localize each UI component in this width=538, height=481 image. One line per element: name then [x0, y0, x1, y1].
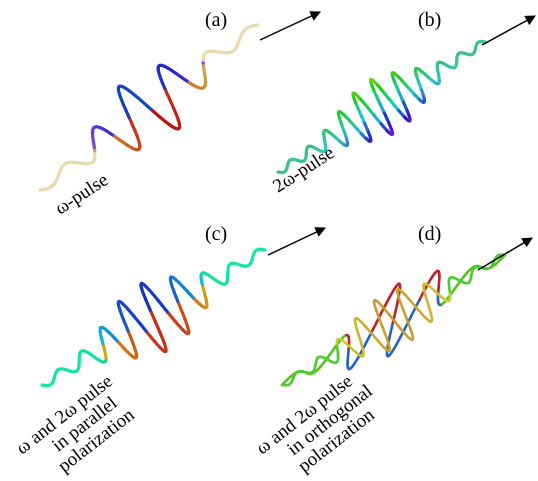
wave-segment	[403, 293, 412, 302]
wave-segment	[361, 118, 369, 132]
caption: ω-pulse	[51, 169, 112, 219]
caption: 2ω-pulse	[269, 142, 338, 197]
wave-segment	[153, 319, 162, 334]
wave-segment	[382, 91, 394, 104]
wave-segment	[144, 298, 152, 312]
wave-segment	[366, 327, 375, 337]
wave-segment	[146, 287, 157, 298]
wave-segment	[361, 321, 369, 331]
wave-segment	[402, 309, 409, 321]
wave-segment	[377, 316, 384, 328]
wave-segment	[376, 83, 386, 95]
wave-segment	[386, 119, 393, 131]
arrow	[481, 15, 536, 46]
wave-segment	[414, 305, 423, 315]
wave-segment	[400, 98, 408, 111]
wave-segment	[390, 315, 400, 327]
caption-block: ω and 2ω pulse in orthogonal polarizatio…	[252, 371, 379, 477]
wave-segment	[148, 308, 157, 323]
wave-segment	[158, 330, 166, 343]
wave-segment	[357, 109, 366, 123]
wave-segment	[405, 318, 412, 330]
panel-label: (b)	[418, 9, 441, 31]
panel-label: (d)	[418, 223, 441, 245]
wave-segment	[160, 303, 171, 316]
wave-segment	[126, 329, 134, 342]
wave-segment	[358, 97, 369, 108]
wave-segment	[408, 299, 418, 309]
wave-segment	[146, 331, 157, 343]
wave-segment	[122, 320, 130, 333]
wave-segment	[131, 314, 143, 326]
wave-segment	[396, 323, 406, 334]
wave-segment	[410, 305, 418, 317]
panel-label: (a)	[205, 9, 227, 31]
wave-segment	[376, 98, 385, 113]
wave-segment	[414, 298, 422, 309]
wave-segment	[383, 308, 393, 319]
wave-segment	[384, 333, 390, 345]
wave-segment	[179, 308, 187, 321]
panel-label: (c)	[205, 223, 227, 245]
wave-segment	[365, 104, 376, 117]
wave-segment	[372, 113, 383, 126]
wave-segment	[153, 294, 164, 307]
wave-segment	[372, 88, 380, 102]
wave-segment	[367, 329, 374, 340]
wave-segment	[371, 333, 380, 343]
arrow	[259, 11, 321, 41]
wave-segment	[396, 88, 404, 102]
wave-segment	[381, 109, 390, 123]
wave-segment	[378, 302, 387, 312]
wave-segment	[125, 306, 136, 318]
arrow	[267, 227, 326, 256]
arrow	[477, 237, 533, 271]
wave-segment	[139, 322, 150, 335]
wave-segment	[402, 321, 410, 332]
wave-segment	[398, 300, 405, 312]
wave-segment	[390, 100, 401, 113]
wave-segment	[176, 299, 183, 312]
wave-segment	[167, 312, 178, 324]
waves	[38, 23, 507, 388]
caption-block: ω and 2ω pulse in parallel polarization	[12, 371, 139, 477]
wave-segment	[381, 325, 388, 337]
wave-segment	[371, 321, 378, 332]
wave-segment	[363, 336, 370, 347]
